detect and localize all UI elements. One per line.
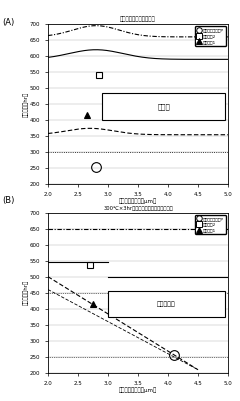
Bar (102, 93, 225, 120)
Text: 无相关: 无相关 (157, 103, 170, 110)
Bar (108, 291, 225, 317)
Title: 300℃×3hr后的压损陷区面度与寿命时间: 300℃×3hr后的压损陷区面度与寿命时间 (103, 206, 173, 211)
Legend: 以往的劣化处理P, 劣化处理2, 劣化处理1: 以往的劣化处理P, 劣化处理2, 劣化处理1 (195, 26, 226, 46)
Text: (A): (A) (2, 18, 15, 27)
Title: 压损陷区面度与寿命时间: 压损陷区面度与寿命时间 (120, 17, 156, 22)
Legend: 以往的劣化处理P, 劣化处理2, 劣化处理1: 以往的劣化处理P, 劣化处理2, 劣化处理1 (195, 215, 226, 234)
Text: (B): (B) (2, 196, 15, 205)
Y-axis label: 寿命时间（hr）: 寿命时间（hr） (23, 92, 29, 117)
Text: 有负的相关: 有负的相关 (157, 301, 176, 307)
X-axis label: 压损边缘粗糙度（μm）: 压损边缘粗糙度（μm） (119, 198, 157, 204)
X-axis label: 压损边缘粗糙度（μm）: 压损边缘粗糙度（μm） (119, 387, 157, 393)
Y-axis label: 寿命时间（hr）: 寿命时间（hr） (23, 280, 29, 305)
